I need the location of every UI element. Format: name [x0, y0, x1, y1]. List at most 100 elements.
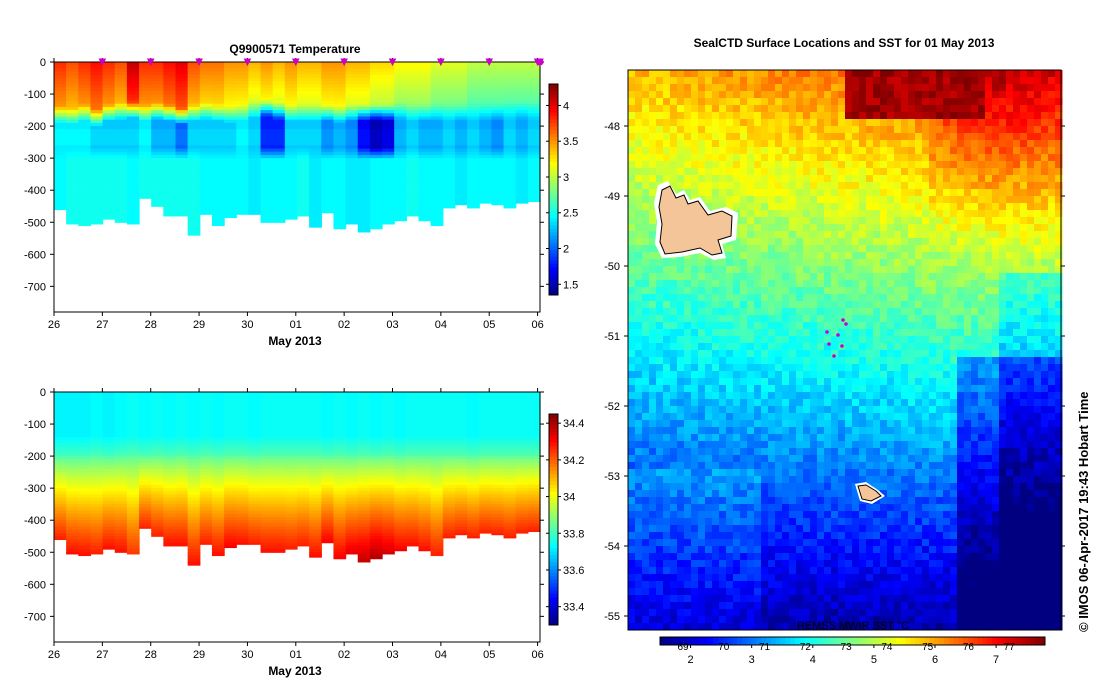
- colorbar-tick-label: 34.4: [563, 418, 584, 430]
- x-tick-label: 29: [193, 649, 205, 661]
- imos-timestamp: © IMOS 06-Apr-2017 19:43 Hobart Time: [1076, 391, 1091, 632]
- lat-tick-label: -49: [604, 191, 620, 203]
- y-tick-label: -200: [24, 121, 46, 133]
- colorbar-f-tick: 70: [718, 642, 730, 653]
- lat-tick-label: -51: [604, 331, 620, 343]
- colorbar-c-tick: 6: [932, 654, 938, 666]
- lat-tick-label: -48: [604, 121, 620, 133]
- seal-location: [832, 354, 836, 358]
- x-axis-label: May 2013: [268, 334, 322, 348]
- y-tick-label: -700: [24, 611, 46, 623]
- x-tick-label: 06: [531, 319, 543, 331]
- y-tick-label: -400: [24, 185, 46, 197]
- heard-island: [857, 484, 882, 502]
- colorbar: 1.5 2 2.5 3 3.5 4: [546, 83, 578, 296]
- colorbar-f-tick: 72: [800, 642, 812, 653]
- profile-marker: [437, 58, 445, 67]
- colorbar-tick-label: 33.8: [563, 528, 584, 540]
- lat-tick-label: -50: [604, 261, 620, 273]
- colorbar-tick-label: 34.2: [563, 455, 584, 467]
- colorbar-tick-label: 33.6: [563, 565, 584, 577]
- seal-location: [827, 342, 831, 346]
- x-tick-label: 05: [483, 649, 495, 661]
- y-tick-label: -600: [24, 249, 46, 261]
- x-tick-label: 01: [290, 319, 302, 331]
- seal-location: [825, 330, 829, 334]
- profile-marker: [340, 58, 348, 67]
- y-tick-label: -100: [24, 89, 46, 101]
- x-tick-label: 04: [435, 319, 447, 331]
- x-tick-label: 27: [96, 649, 108, 661]
- y-tick-label: 0: [40, 387, 46, 399]
- x-tick-label: 02: [338, 649, 350, 661]
- y-tick-label: -400: [24, 515, 46, 527]
- x-tick-label: 06: [531, 649, 543, 661]
- y-tick-label: -700: [24, 281, 46, 293]
- y-tick-label: -500: [24, 547, 46, 559]
- temperature-section: 0 -100 -200 -300 -400 -500 -600 -700 26 27 28 29 30 0…: [24, 42, 578, 348]
- colorbar-f-tick: 74: [881, 642, 893, 653]
- profile-marker: [485, 58, 494, 67]
- y-tick-label: -100: [24, 419, 46, 431]
- profile-marker: [536, 58, 544, 66]
- x-tick-label: 03: [386, 319, 398, 331]
- colorbar-c-tick: 2: [687, 654, 693, 666]
- x-tick-label: 01: [290, 649, 302, 661]
- colorbar-label: REMSS MWIR SST °C: [797, 620, 909, 632]
- y-tick-label: -600: [24, 579, 46, 591]
- x-tick-label: 26: [48, 649, 60, 661]
- map-title: SealCTD Surface Locations and SST for 01…: [694, 36, 995, 50]
- colorbar-tick-label: 2: [563, 244, 569, 256]
- profile-marker: [195, 58, 203, 67]
- x-tick-label: 02: [338, 319, 350, 331]
- x-tick-label: 29: [193, 319, 205, 331]
- colorbar-tick-label: 4: [563, 100, 569, 112]
- lat-tick-label: -53: [604, 471, 620, 483]
- colorbar-c-tick: 4: [810, 654, 816, 666]
- x-tick-label: 30: [241, 319, 253, 331]
- colorbar-c-tick: 5: [871, 654, 877, 666]
- colorbar-f-tick: 73: [841, 642, 853, 653]
- x-tick-label: 28: [145, 319, 157, 331]
- kerguelen-island: [658, 185, 733, 256]
- profile-marker: [291, 58, 300, 67]
- colorbar-f-tick: 71: [759, 642, 771, 653]
- plot-frame: [53, 391, 541, 643]
- profile-marker: [243, 58, 252, 67]
- profile-marker: [388, 58, 397, 67]
- y-tick-label: 0: [40, 57, 46, 69]
- x-tick-label: 03: [386, 649, 398, 661]
- colorbar-tick-label: 3: [563, 172, 569, 184]
- colorbar-tick-label: 34: [563, 492, 575, 504]
- x-axis-label: May 2013: [268, 664, 322, 678]
- y-tick-label: -300: [24, 483, 46, 495]
- seal-location: [841, 318, 845, 322]
- profile-marker: [146, 58, 155, 67]
- x-tick-label: 28: [145, 649, 157, 661]
- colorbar-tick-label: 2.5: [563, 208, 578, 220]
- y-tick-label: -200: [24, 451, 46, 463]
- colorbar-tick-label: 3.5: [563, 136, 578, 148]
- x-tick-label: 05: [483, 319, 495, 331]
- seal-location: [844, 322, 848, 326]
- y-tick-label: -300: [24, 153, 46, 165]
- colorbar-f-tick: 76: [963, 642, 975, 653]
- sst-colorbar: REMSS MWIR SST °C 69 70 71 72 73 74 75 76 77 2 3 4 5 6…: [659, 620, 1046, 666]
- colorbar: 33.4 33.6 33.8 34 34.2 34.4: [546, 413, 584, 626]
- lat-tick-label: -52: [604, 401, 620, 413]
- sst-map: -48 -49 -50 -51 -52 -53 -54 -55 SealCTD Surface …: [604, 36, 1065, 666]
- lat-tick-label: -54: [604, 541, 620, 553]
- colorbar-f-tick: 77: [1004, 642, 1016, 653]
- x-tick-label: 26: [48, 319, 60, 331]
- seal-location: [840, 344, 844, 348]
- y-tick-label: -500: [24, 217, 46, 229]
- colorbar-f-tick: 75: [922, 642, 934, 653]
- colorbar-c-tick: 3: [749, 654, 755, 666]
- lat-tick-label: -55: [604, 611, 620, 623]
- x-tick-label: 30: [241, 649, 253, 661]
- salinity-section: 0 -100 -200 -300 -400 -500 -600 -700 26 27 28 29 30 0…: [24, 387, 584, 678]
- colorbar-f-tick: 69: [677, 642, 689, 653]
- seal-location: [836, 333, 840, 337]
- x-tick-label: 04: [435, 649, 447, 661]
